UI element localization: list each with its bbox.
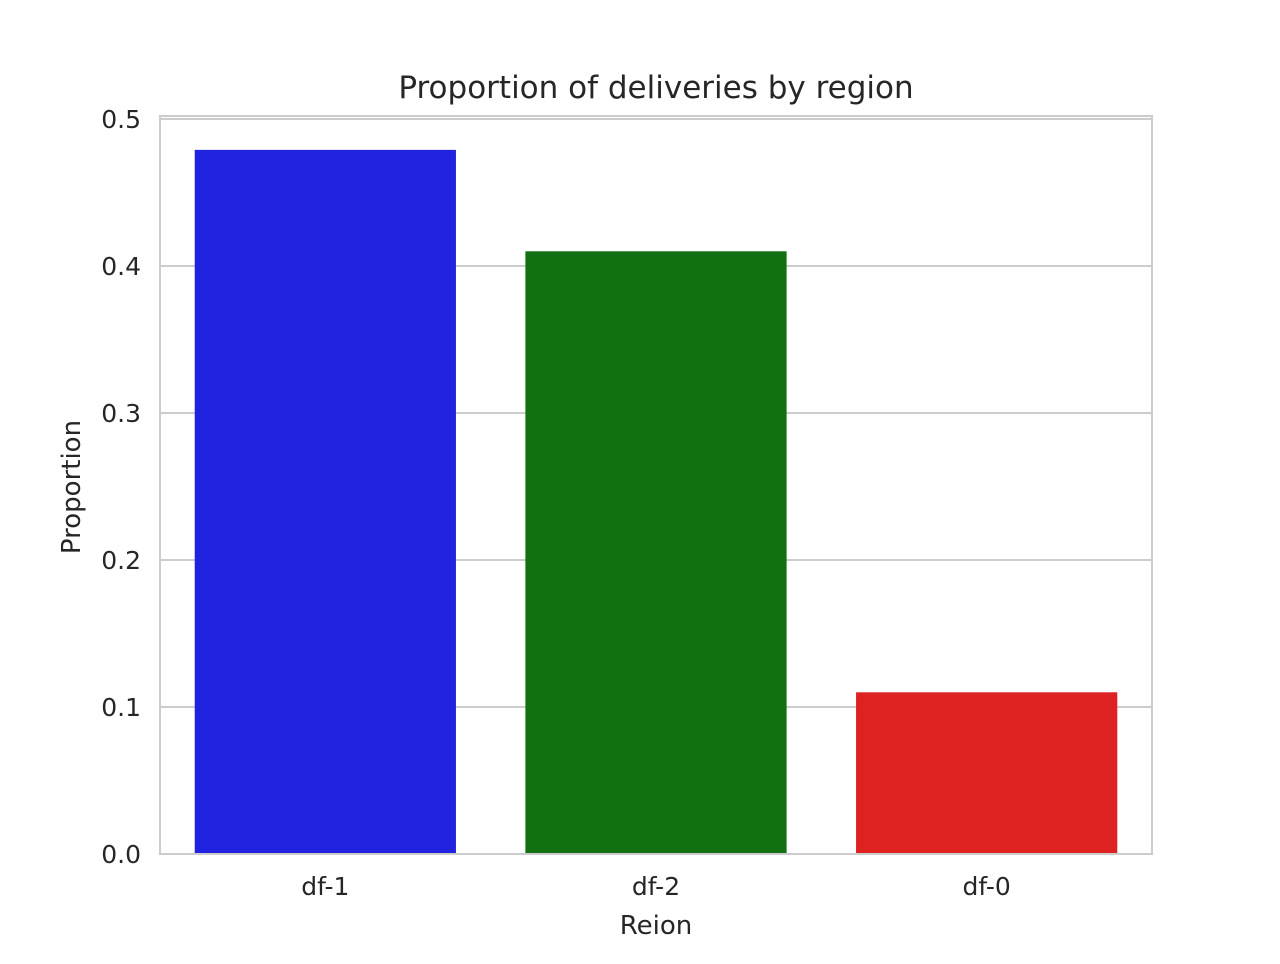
bars: [194, 149, 1118, 855]
y-tick-label: 0.1: [101, 693, 141, 722]
y-tick-label: 0.3: [101, 399, 141, 428]
y-tick-label: 0.4: [101, 252, 141, 281]
y-tick-label: 0.0: [101, 840, 141, 869]
x-tick-label: df-2: [632, 872, 680, 901]
y-axis-ticks: 0.0 0.1 0.2 0.3 0.4 0.5: [101, 105, 141, 869]
bar-df-1: [194, 149, 456, 854]
bar-df-0: [856, 692, 1118, 854]
x-axis-label: Reion: [620, 911, 693, 941]
y-tick-label: 0.2: [101, 546, 141, 575]
y-tick-label: 0.5: [101, 105, 141, 134]
y-axis-label: Proportion: [57, 420, 87, 554]
plot-frame: [159, 115, 1153, 855]
bar-df-2: [525, 251, 787, 855]
chart-title: Proportion of deliveries by region: [398, 70, 913, 106]
x-axis-ticks: df-1 df-2 df-0: [301, 872, 1011, 901]
x-tick-label: df-1: [301, 872, 349, 901]
x-tick-label: df-0: [963, 872, 1011, 901]
